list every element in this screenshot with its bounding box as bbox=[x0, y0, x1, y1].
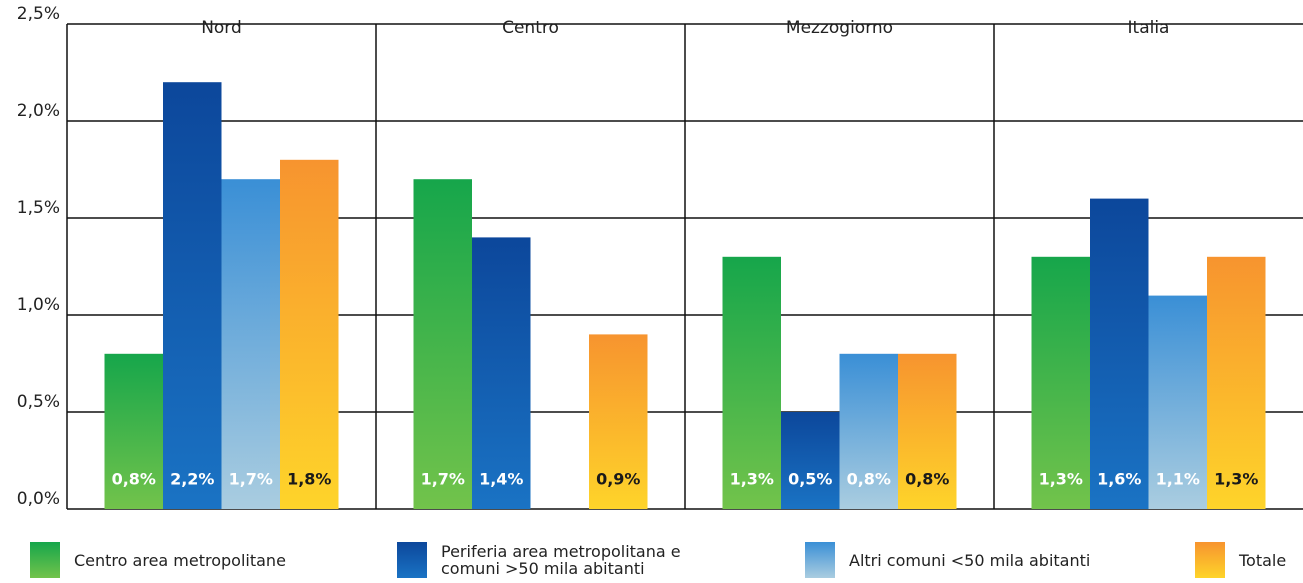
value-label: 0,5% bbox=[788, 470, 832, 489]
legend-swatch bbox=[397, 542, 427, 578]
legend-label: Periferia area metropolitana e comuni >5… bbox=[441, 542, 681, 578]
bar bbox=[781, 412, 840, 509]
value-label: 0,8% bbox=[112, 470, 156, 489]
legend-item: Totale bbox=[1195, 542, 1303, 578]
bar bbox=[413, 179, 472, 509]
legend-swatch bbox=[1195, 542, 1225, 578]
legend-item: Periferia area metropolitana e comuni >5… bbox=[397, 542, 687, 578]
legend-label: Altri comuni <50 mila abitanti bbox=[849, 550, 1091, 570]
value-label: 1,7% bbox=[229, 470, 273, 489]
category-label: Centro bbox=[502, 18, 559, 38]
bar bbox=[898, 353, 957, 509]
bar bbox=[472, 237, 531, 509]
value-label: 1,1% bbox=[1156, 470, 1200, 489]
category-label: Italia bbox=[1128, 18, 1170, 38]
value-label: 1,3% bbox=[1039, 470, 1083, 489]
bar bbox=[163, 82, 222, 509]
value-label: 1,7% bbox=[421, 470, 465, 489]
y-tick-label: 1,0% bbox=[17, 295, 60, 315]
bar bbox=[722, 256, 781, 509]
y-tick-label: 2,5% bbox=[17, 4, 60, 24]
value-label: 0,9% bbox=[596, 470, 640, 489]
value-label: 1,4% bbox=[479, 470, 523, 489]
value-label: 0,8% bbox=[905, 470, 949, 489]
bar bbox=[1090, 198, 1149, 509]
bar bbox=[280, 159, 339, 510]
legend-swatch bbox=[30, 542, 60, 578]
bar bbox=[221, 179, 280, 509]
category-label: Nord bbox=[201, 18, 242, 38]
y-tick-label: 0,0% bbox=[17, 489, 60, 509]
value-label: 1,8% bbox=[287, 470, 331, 489]
bar bbox=[1031, 256, 1090, 509]
bar bbox=[1207, 256, 1266, 509]
legend-swatch bbox=[805, 542, 835, 578]
value-label: 0,8% bbox=[847, 470, 891, 489]
category-label: Mezzogiorno bbox=[786, 18, 893, 38]
y-tick-label: 0,5% bbox=[17, 392, 60, 412]
y-tick-label: 1,5% bbox=[17, 198, 60, 218]
legend-item: Altri comuni <50 mila abitanti bbox=[805, 542, 1165, 578]
value-label: 1,3% bbox=[730, 470, 774, 489]
bar bbox=[589, 334, 648, 509]
value-label: 2,2% bbox=[170, 470, 214, 489]
y-tick-label: 2,0% bbox=[17, 101, 60, 121]
legend-label: Centro area metropolitane bbox=[74, 550, 286, 570]
value-label: 1,3% bbox=[1214, 470, 1258, 489]
legend-label: Totale bbox=[1239, 550, 1287, 570]
legend-item: Centro area metropolitane bbox=[30, 542, 360, 578]
bar bbox=[1148, 295, 1207, 509]
value-label: 1,6% bbox=[1097, 470, 1141, 489]
bar bbox=[839, 353, 898, 509]
bar bbox=[104, 353, 163, 509]
